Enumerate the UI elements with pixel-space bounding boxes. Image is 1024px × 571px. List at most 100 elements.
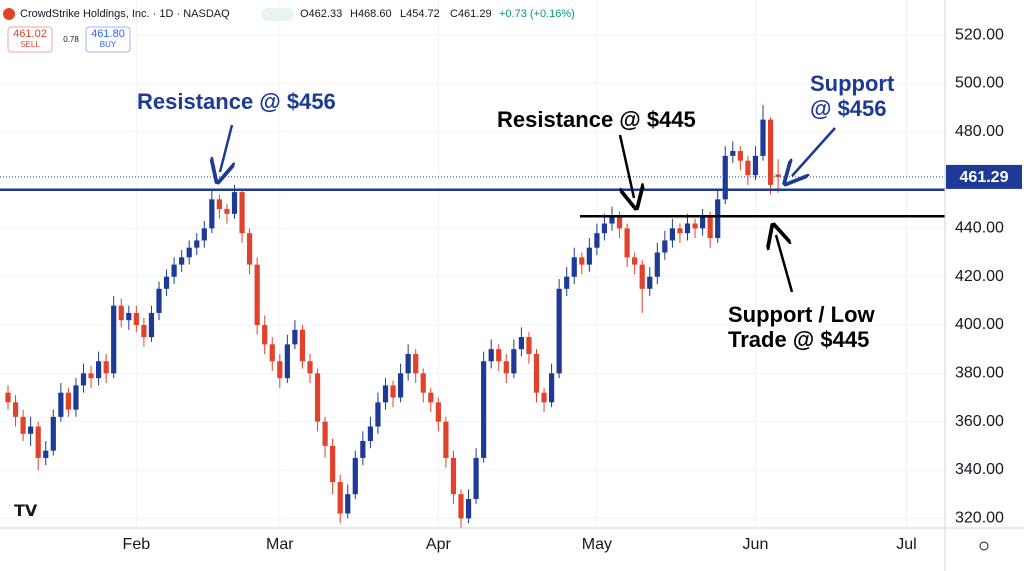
candle-body — [541, 392, 547, 403]
candle-body — [367, 426, 373, 442]
price-tag — [946, 164, 1022, 189]
tv-logo: 𝗧𝗩 — [14, 503, 38, 520]
arrow — [776, 235, 794, 293]
ohlc-low: L454.72 — [400, 8, 440, 20]
candle-body — [767, 119, 774, 185]
title: CrowdStrike Holdings, Inc. · 1D · NASDAQ — [20, 8, 230, 20]
arrow — [618, 134, 634, 198]
candle-body — [254, 264, 260, 326]
y-tick-label: 360.00 — [955, 413, 1004, 430]
candle-body — [382, 385, 389, 403]
candle-body — [307, 361, 313, 374]
candle-body — [715, 199, 721, 239]
candle-body — [209, 199, 215, 229]
candle-body — [239, 192, 245, 234]
candle-body — [194, 240, 200, 248]
settings-icon[interactable] — [979, 541, 989, 551]
candle-body — [624, 228, 630, 258]
annotation: Resistance @ $456 — [137, 89, 336, 114]
candle-body — [65, 392, 71, 410]
candle-body — [775, 174, 781, 177]
annotation: Support / Low — [728, 302, 876, 327]
candle-body — [564, 276, 570, 289]
candle-body — [677, 228, 683, 234]
x-tick-label: Apr — [426, 536, 452, 553]
candle-body — [488, 349, 494, 362]
candle-body — [390, 385, 396, 398]
candle-body — [760, 119, 766, 156]
annotation: @ $456 — [810, 96, 887, 121]
candle-body — [269, 344, 275, 362]
candle-body — [609, 216, 615, 224]
y-tick-label: 420.00 — [955, 268, 1004, 285]
candle-body — [292, 329, 298, 345]
candle-body — [43, 450, 49, 458]
x-tick-label: Mar — [266, 536, 294, 553]
candle-body — [616, 216, 623, 229]
ohlc-close: C461.29 — [450, 8, 492, 20]
candle-body — [163, 276, 170, 289]
candle-body — [314, 373, 321, 422]
candle-body — [80, 373, 87, 386]
candle-body — [571, 257, 577, 277]
candle-body — [58, 392, 64, 417]
candle-body — [398, 373, 404, 398]
candle-body — [352, 457, 358, 495]
candle-body — [375, 402, 381, 427]
candle-body — [594, 233, 600, 248]
candle-body — [360, 441, 366, 458]
candle-body — [707, 216, 713, 239]
candle-body — [722, 155, 728, 200]
x-tick-label: Feb — [123, 536, 151, 553]
candle-body — [420, 373, 426, 393]
candle-body — [450, 457, 457, 495]
buy-price: 461.80 — [91, 28, 125, 40]
candle-body — [96, 361, 102, 379]
x-tick-label: Jun — [743, 536, 769, 553]
candle-body — [496, 349, 502, 362]
candle-body — [526, 337, 532, 355]
logo — [3, 8, 15, 20]
candle-body — [700, 216, 706, 229]
candle-body — [737, 151, 743, 161]
candle-body — [533, 354, 540, 393]
candle-body — [586, 247, 592, 265]
candle-body — [549, 373, 555, 403]
candle-body — [186, 247, 192, 258]
arrow — [220, 124, 232, 172]
candle-body — [284, 344, 290, 379]
annotation: Resistance @ $445 — [497, 107, 696, 132]
candle-body — [224, 209, 230, 214]
candle-body — [111, 305, 117, 374]
candle-body — [405, 354, 411, 374]
candle-body — [201, 228, 207, 241]
price-tag-label: 461.29 — [960, 169, 1009, 186]
y-tick-label: 440.00 — [955, 220, 1004, 237]
change: +0.73 (+0.16%) — [499, 8, 575, 20]
candle-body — [12, 402, 19, 417]
badge — [262, 8, 294, 21]
candle-body — [511, 349, 517, 374]
ohlc-open: O462.33 — [300, 8, 342, 20]
candle-body — [413, 354, 419, 374]
candle-body — [330, 445, 336, 483]
annotation: Support — [810, 71, 895, 96]
candle-body — [601, 223, 608, 234]
candle-body — [662, 240, 668, 253]
buy-button[interactable] — [85, 26, 131, 53]
candle-body — [458, 494, 464, 519]
candle-body — [148, 312, 155, 338]
candle-body — [126, 312, 132, 321]
candle-body — [518, 337, 524, 350]
ohlc-high: H468.60 — [350, 8, 392, 20]
candle-body — [647, 276, 653, 289]
sell-button[interactable] — [7, 26, 53, 53]
candle-body — [141, 325, 147, 338]
candle-body — [730, 151, 736, 156]
candle-body — [247, 233, 253, 265]
y-tick-label: 520.00 — [955, 26, 1004, 43]
candle-body — [745, 160, 751, 176]
arrow — [792, 127, 836, 176]
